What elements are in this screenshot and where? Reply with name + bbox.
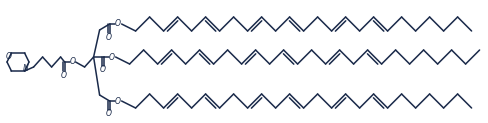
Text: O: O <box>109 53 115 62</box>
Text: O: O <box>100 66 105 75</box>
Text: O: O <box>105 32 112 41</box>
Text: N: N <box>23 64 28 73</box>
Text: O: O <box>70 57 76 67</box>
Text: O: O <box>5 52 11 61</box>
Text: O: O <box>115 20 121 29</box>
Text: O: O <box>105 109 112 118</box>
Text: O: O <box>61 70 66 79</box>
Text: O: O <box>115 97 121 106</box>
